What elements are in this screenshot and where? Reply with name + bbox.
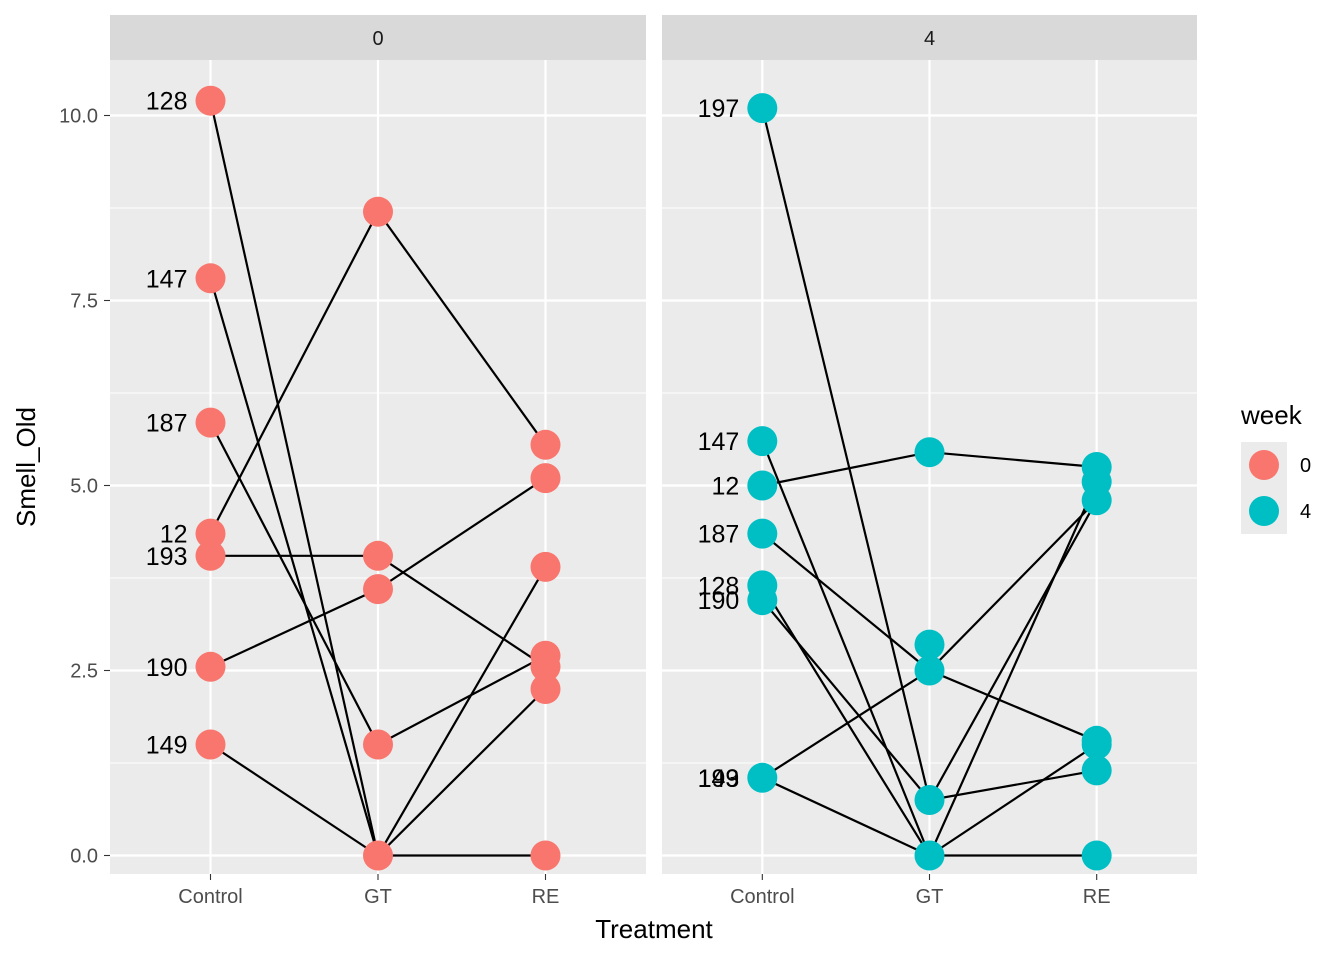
legend-swatch (1249, 450, 1279, 480)
data-point (1081, 755, 1112, 786)
x-tick-label: RE (1083, 886, 1111, 908)
data-point (914, 655, 945, 686)
legend-label: 4 (1300, 501, 1311, 523)
x-tick-label: GT (916, 886, 944, 908)
y-tick-label: 7.5 (70, 291, 98, 313)
data-point (530, 651, 561, 682)
data-point (914, 437, 945, 468)
point-label: 12 (712, 473, 740, 501)
y-tick-label: 0.0 (70, 846, 98, 868)
data-point (195, 407, 226, 438)
point-label: 147 (146, 265, 188, 293)
data-point (914, 785, 945, 815)
data-point (363, 540, 393, 571)
point-label: 149 (698, 765, 740, 793)
y-tick-label: 5.0 (70, 476, 98, 498)
y-tick-label: 2.5 (70, 661, 98, 683)
data-point (363, 574, 393, 605)
x-tick-label: Control (730, 886, 794, 908)
data-point (363, 729, 393, 760)
data-point (195, 85, 226, 116)
point-label: 190 (146, 654, 188, 682)
data-point (195, 518, 226, 549)
data-point (1081, 729, 1112, 760)
point-label: 128 (146, 88, 188, 116)
strip-label: 0 (372, 28, 383, 50)
data-point (747, 470, 778, 501)
y-axis-title: Smell_Old (11, 407, 41, 527)
legend-swatch (1249, 496, 1279, 526)
data-point (914, 629, 945, 660)
point-label: 190 (698, 587, 740, 615)
data-point (747, 93, 778, 124)
point-label: 12 (160, 521, 188, 549)
data-point (530, 463, 561, 494)
data-point (195, 540, 226, 571)
point-label: 193 (698, 765, 740, 793)
point-label: 197 (698, 95, 740, 123)
data-point (363, 840, 393, 871)
data-point (195, 263, 226, 294)
point-label: 128 (698, 572, 740, 600)
data-point (195, 729, 226, 760)
strip-label: 4 (924, 28, 935, 50)
point-label: 187 (698, 521, 740, 549)
data-point (747, 585, 778, 616)
y-tick-label: 10.0 (59, 106, 98, 128)
x-tick-label: Control (178, 886, 242, 908)
x-tick-label: GT (364, 886, 392, 908)
legend: week 0 4 (1240, 400, 1311, 534)
point-label: 147 (698, 428, 740, 456)
y-axis: 0.0 2.5 5.0 7.5 10.0 (59, 106, 110, 868)
data-point (530, 840, 561, 871)
data-point (195, 651, 226, 682)
point-label: 187 (146, 410, 188, 438)
data-point (747, 518, 778, 549)
legend-label: 0 (1300, 455, 1311, 477)
data-point (747, 426, 778, 457)
data-point (747, 762, 778, 793)
x-axis-title: Treatment (595, 914, 713, 944)
data-point (530, 551, 561, 582)
data-point (1081, 840, 1112, 871)
strip-background (110, 15, 646, 60)
data-point (530, 429, 561, 460)
x-tick-label: RE (532, 886, 560, 908)
strip-background (662, 15, 1197, 60)
data-point (530, 674, 561, 704)
data-point (1081, 485, 1112, 516)
data-point (363, 196, 393, 227)
point-label: 193 (146, 543, 188, 571)
data-point (914, 840, 945, 871)
legend-title: week (1240, 400, 1303, 430)
point-label: 149 (146, 732, 188, 760)
